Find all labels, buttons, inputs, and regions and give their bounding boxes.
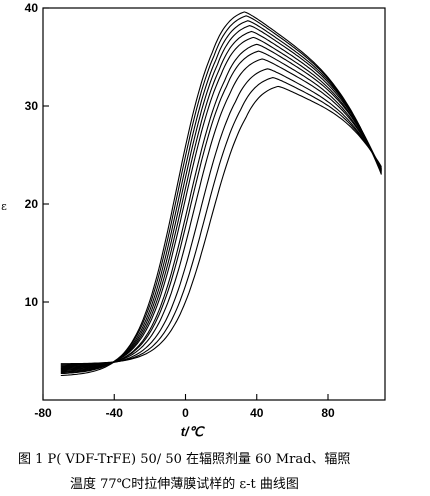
y-axis-title: ε xyxy=(1,200,7,213)
x-axis-title: t/℃ xyxy=(181,424,206,439)
x-tick-label: -80 xyxy=(34,406,52,420)
x-tick-label: 40 xyxy=(250,406,264,420)
curve-11 xyxy=(60,77,382,366)
tick-label-group: -80 -40 0 40 80 10 20 30 40 xyxy=(25,1,335,420)
y-tick-label: 30 xyxy=(25,99,39,113)
figure-caption-line-1: 图 1 P( VDF-TrFE) 50/ 50 在辐照剂量 60 Mrad、辐照 xyxy=(18,452,351,467)
curve-2 xyxy=(60,15,382,375)
y-tick-label: 20 xyxy=(25,197,39,211)
curve-5 xyxy=(60,30,382,372)
y-tick-label: 10 xyxy=(25,295,39,309)
x-tick-label: -40 xyxy=(106,406,124,420)
plot-frame xyxy=(42,7,386,401)
x-tick-label: 80 xyxy=(321,406,335,420)
curve-4 xyxy=(60,25,382,373)
series-group xyxy=(60,11,382,377)
figure-caption-line-2: 温度 77℃时拉伸薄膜试样的 ε-t 曲线图 xyxy=(70,477,299,492)
curve-8 xyxy=(60,50,382,369)
curve-1 xyxy=(60,11,382,377)
curve-9 xyxy=(60,58,382,368)
curve-12 xyxy=(60,85,382,365)
tick-group xyxy=(42,7,329,400)
y-tick-label: 40 xyxy=(25,1,39,15)
x-tick-label: 0 xyxy=(182,406,189,420)
